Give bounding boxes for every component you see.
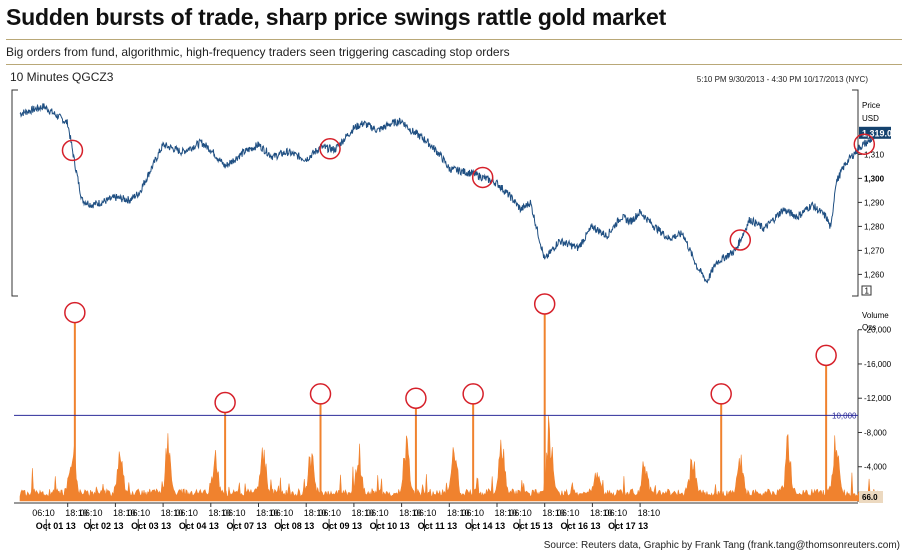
volume-highlight-circle [710,383,732,405]
hour-tick-label: 06:10 [271,508,294,518]
hour-tick-label: 06:10 [175,508,198,518]
day-tick-label: Oct 15 13 [513,521,553,531]
chart-title: Sudden bursts of trade, sharp price swin… [6,4,667,30]
hour-tick-label: 18:10 [113,508,136,518]
day-tick-label: Oct 07 13 [227,521,267,531]
price-tick-label: 1,310 [864,150,885,159]
hour-tick-label: 06:10 [223,508,246,518]
volume-tick-label: -20,000 [864,326,892,335]
price-tick-label: 1,300 [864,174,885,183]
hour-tick-label: 18:10 [399,508,422,518]
day-tick-label: Oct 11 13 [418,521,458,531]
hour-tick-label: 06:10 [318,508,341,518]
last-volume-tag [859,491,883,503]
volume-highlight-circle [309,383,332,405]
volume-tick-label: -4,000 [864,463,887,472]
volume-area [19,415,879,502]
hour-tick-label: 18:10 [351,508,374,518]
hour-tick-label: 18:10 [447,508,470,518]
source-credit: Source: Reuters data, Graphic by Frank T… [543,540,900,551]
volume-tick-label: -12,000 [864,394,892,403]
hour-tick-label: 06:10 [557,508,580,518]
price-tick-label: 1,290 [864,198,885,207]
hour-tick-label: 06:10 [509,508,532,518]
volume-tick-label: -8,000 [864,428,887,437]
price-axis: Price USD [862,101,881,123]
hour-tick-label: 18:10 [161,508,184,518]
volume-highlight-circle [815,344,837,367]
price-highlight-circle [729,229,752,251]
day-tick-label: Oct 09 13 [322,521,362,531]
day-tick-label: Oct 14 13 [465,521,505,531]
volume-highlight-circle [462,383,484,405]
price-tick-label: 1,260 [864,270,885,279]
day-tick-label: Oct 01 13 [36,521,76,531]
volume-axis-label: Volume [862,311,889,320]
day-tick-label: Oct 16 13 [560,521,600,531]
day-tick-label: Oct 02 13 [83,521,123,531]
last-price-label: 1,319.0 [862,128,892,138]
hour-tick-label: 06:10 [605,508,628,518]
price-highlight-circle [471,166,494,189]
day-tick-label: Oct 04 13 [179,521,219,531]
hour-tick-label: 18:10 [304,508,327,518]
hour-tick-label: 06:10 [462,508,485,518]
price-panel-right-bracket [852,89,859,297]
hour-tick-label: 06:10 [414,508,437,518]
price-axis-unit: USD [862,114,879,123]
price-tick-label: 1,270 [864,246,885,255]
volume-axis-unit: Ozs [862,323,876,332]
price-axis-label: Price [862,101,881,110]
volume-highlight-circle [64,301,86,324]
hour-tick-label: 18:10 [256,508,279,518]
day-tick-label: Oct 03 13 [131,521,171,531]
subtitle-divider [6,64,902,65]
volume-axis: Volume Ozs [862,311,889,332]
price-panel-left-bracket [11,89,18,297]
volume-highlight-circle [533,293,556,315]
hour-tick-label: 18:10 [638,508,661,518]
day-tick-label: Oct 10 13 [370,521,410,531]
last-volume-label: 66.0 [862,493,878,502]
hour-tick-label: 06:10 [80,508,103,518]
volume-threshold-label: 10,000 [832,411,857,420]
price-tick-label: 1,280 [864,222,885,231]
hour-tick-label: 06:10 [128,508,151,518]
date-range: 5:10 PM 9/30/2013 - 4:30 PM 10/17/2013 (… [696,75,868,84]
volume-tick-label: -16,000 [864,360,892,369]
hour-tick-label: 18:10 [542,508,565,518]
hour-tick-label: 18:10 [65,508,88,518]
volume-highlight-circle [214,391,236,414]
scale-marker-box [861,285,872,296]
volume-highlight-circle [405,387,427,409]
hour-tick-label: 18:10 [208,508,231,518]
hour-tick-label: 18:10 [590,508,613,518]
title-divider [6,39,902,40]
chart-subtitle: Big orders from fund, algorithmic, high-… [6,45,510,59]
scale-marker: 1 [865,287,870,296]
hour-tick-label: 06:10 [366,508,389,518]
hour-tick-label: 18:10 [495,508,518,518]
price-series-line [19,103,879,284]
instrument-symbol: 10 Minutes QGCZ3 [10,70,114,84]
price-highlight-circle [853,133,876,155]
price-highlight-circle [61,139,84,162]
last-price-tag [859,126,891,139]
hour-tick-label: 06:10 [32,508,55,518]
day-tick-label: Oct 17 13 [608,521,648,531]
day-tick-label: Oct 08 13 [274,521,314,531]
price-highlight-circle [319,138,341,160]
